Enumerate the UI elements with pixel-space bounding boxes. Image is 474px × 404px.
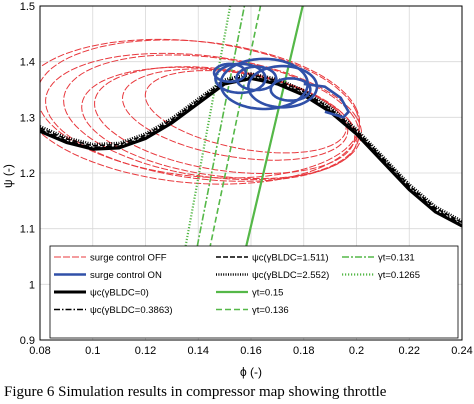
y-tick-label: 1.5 bbox=[20, 1, 35, 13]
plot-area bbox=[40, 6, 462, 285]
surge-on-orbit bbox=[235, 65, 278, 92]
legend-label-c0: ψc(γBLDC=0) bbox=[90, 288, 149, 299]
surge-on-tail bbox=[303, 82, 350, 119]
compressor-map-chart: 0.08 0.1 0.12 0.14 0.16 0.18 0.2 0.22 0.24 0.9 1 1.… bbox=[1, 1, 473, 379]
surge-on-orbit bbox=[269, 77, 312, 102]
throttle-line-t0131 bbox=[189, 6, 246, 285]
x-tick-label: 0.14 bbox=[188, 345, 209, 357]
throttle-line-t015 bbox=[236, 6, 304, 285]
throttle-line-t01265 bbox=[177, 6, 232, 285]
surge-on-orbit bbox=[247, 64, 319, 109]
legend-label-c1511: ψc(γBLDC=1.511) bbox=[252, 253, 329, 264]
x-tick-label: 0.16 bbox=[240, 345, 261, 357]
characteristic-c1511 bbox=[40, 74, 462, 224]
legend-label-t015: γt=0.15 bbox=[252, 288, 283, 299]
surge-off-orbit bbox=[40, 39, 361, 179]
y-axis-label: ψ (-) bbox=[1, 164, 15, 188]
x-tick-label: 0.24 bbox=[451, 345, 472, 357]
surge-on-orbit bbox=[219, 57, 309, 111]
x-tick-label: 0.2 bbox=[349, 345, 364, 357]
y-tick-label: 0.9 bbox=[20, 335, 35, 347]
x-tick-label: 0.1 bbox=[85, 345, 100, 357]
surge-off-orbit bbox=[144, 70, 347, 154]
legend-label-on: surge control ON bbox=[90, 270, 162, 281]
x-tick-label: 0.18 bbox=[293, 345, 314, 357]
x-tick-label: 0.12 bbox=[135, 345, 156, 357]
legend-label-t0136: γt=0.136 bbox=[252, 305, 289, 316]
y-tick-label: 1.2 bbox=[20, 168, 35, 180]
y-tick-label: 1.3 bbox=[20, 112, 35, 124]
surge-on-orbit bbox=[212, 62, 247, 83]
figure-caption: Figure 6 Simulation results in compresso… bbox=[4, 384, 387, 400]
legend-label-c3863: ψc(γBLDC=0.3863) bbox=[90, 305, 173, 316]
y-tick-label: 1.4 bbox=[20, 57, 35, 69]
legend-label-t0131: γt=0.131 bbox=[378, 253, 415, 264]
tick-labels: 0.08 0.1 0.12 0.14 0.16 0.18 0.2 0.22 0.24 0.9 1 1.… bbox=[20, 1, 473, 357]
legend-label-off: surge control OFF bbox=[90, 253, 167, 264]
throttle-line-t0136 bbox=[201, 6, 262, 285]
legend: surge control OFF surge control ON ψc(γBLD… bbox=[49, 245, 459, 339]
surge-off-orbit bbox=[94, 66, 356, 174]
characteristic-c2552 bbox=[40, 72, 462, 222]
axes-frame bbox=[39, 5, 463, 341]
x-tick-label: 0.08 bbox=[29, 345, 50, 357]
legend-label-t01265: γt=0.1265 bbox=[378, 270, 420, 281]
surge-off-orbit bbox=[40, 38, 360, 185]
legend-box bbox=[49, 245, 459, 339]
legend-label-c2552: ψc(γBLDC=2.552) bbox=[252, 270, 329, 281]
x-tick-label: 0.22 bbox=[399, 345, 420, 357]
y-tick-label: 1.1 bbox=[20, 224, 35, 236]
y-tick-label: 1 bbox=[29, 279, 35, 291]
x-axis-label: ϕ (-) bbox=[240, 365, 262, 379]
